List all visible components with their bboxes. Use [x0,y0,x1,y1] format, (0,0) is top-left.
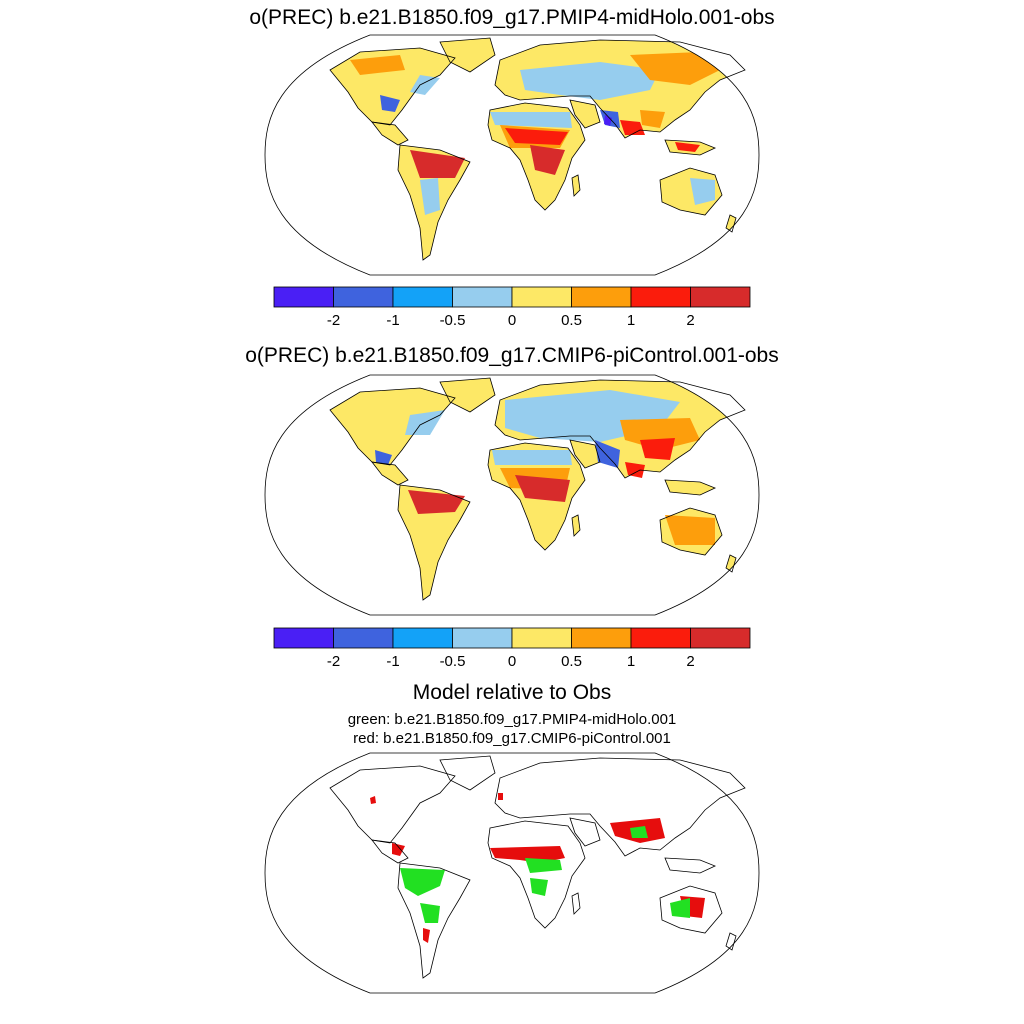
colorbar-tick-label: 1 [627,312,635,329]
colorbar-swatch [630,627,691,649]
colorbar-tick-label: 0 [508,653,516,670]
colorbar-swatch [452,627,513,649]
precip-field-picontrol [330,378,745,600]
colorbar-swatch [690,627,751,649]
panel3-legend-red: red: b.e21.B1850.f09_g17.CMIP6-piControl… [353,730,671,747]
colorbar-tick-label: 0 [508,312,516,329]
colorbar-swatch [511,627,572,649]
colorbar-tick-label: -1 [386,312,399,329]
colorbar-swatch [630,286,691,308]
colorbar-tick-label: 2 [686,312,694,329]
colorbar-swatch [333,286,394,308]
panel3-legend-green: green: b.e21.B1850.f09_g17.PMIP4-midHolo… [347,711,677,728]
colorbar-tick-label: -0.5 [440,312,466,329]
panel1-title: o(PREC) b.e21.B1850.f09_g17.PMIP4-midHol… [249,6,775,29]
colorbar-swatch [571,627,632,649]
map-panel-picontrol [264,374,760,616]
colorbar-swatch [571,286,632,308]
colorbar-tick-label: -1 [386,653,399,670]
colorbar-tick-label: 2 [686,653,694,670]
comparison-field [370,793,705,943]
colorbar-swatch [273,627,334,649]
colorbar-tick-label: -2 [327,653,340,670]
colorbar-swatch [273,286,334,308]
colorbar-tick-label: -0.5 [440,653,466,670]
panel2-title: o(PREC) b.e21.B1850.f09_g17.CMIP6-piCont… [245,344,779,367]
map-panel-comparison [264,752,760,994]
precip-field-midholo [330,38,745,260]
colorbar-swatch [392,627,453,649]
colorbar-swatch [511,286,572,308]
panel3-title: Model relative to Obs [412,681,612,704]
map-panel-midholo [264,34,760,276]
colorbar-tick-label: 1 [627,653,635,670]
colorbar-tick-label: 0.5 [561,653,582,670]
colorbar-panel1: -2 -1 -0.5 0 0.5 1 2 [273,286,751,329]
colorbar-swatch [392,286,453,308]
colorbar-swatch [452,286,513,308]
colorbar-tick-label: -2 [327,312,340,329]
colorbar-swatch [333,627,394,649]
colorbar-swatch [690,286,751,308]
colorbar-panel2: -2 -1 -0.5 0 0.5 1 2 [273,627,751,670]
colorbar-tick-label: 0.5 [561,312,582,329]
